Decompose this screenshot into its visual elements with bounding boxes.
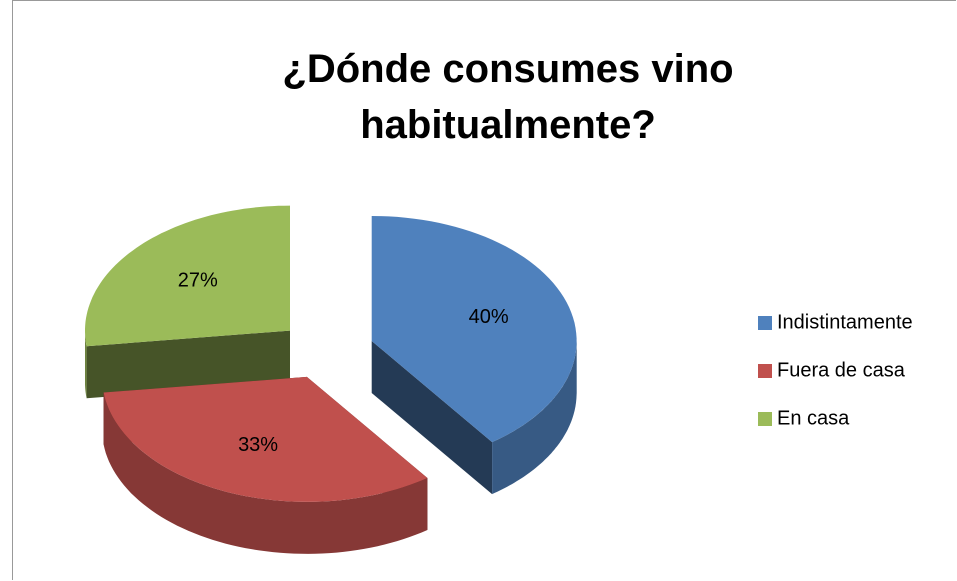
legend-label: En casa	[777, 407, 850, 429]
slice-top	[85, 205, 290, 347]
slice-outer-side	[85, 330, 87, 399]
pie-slice	[85, 205, 290, 399]
pie-slice	[103, 376, 428, 554]
legend-swatch	[758, 412, 772, 426]
legend-swatch	[758, 364, 772, 378]
slice-top	[103, 376, 428, 502]
chart: 27% 40% 33% Indistintamente Fuera de casa En …	[85, 205, 913, 554]
legend-swatch	[758, 316, 772, 330]
legend-label: Indistintamente	[777, 311, 913, 333]
slice-top	[371, 216, 577, 443]
slice-radial-side	[371, 341, 493, 495]
slice-outer-side	[492, 341, 577, 495]
legend-label: Fuera de casa	[777, 359, 906, 381]
data-label: 40%	[469, 306, 509, 328]
data-label: 33%	[238, 434, 278, 456]
slice-outer-side	[103, 392, 428, 554]
data-label: 27%	[178, 269, 218, 291]
chart-frame: ¿Dónde consumes vino habitualmente? 27% 4…	[12, 0, 956, 580]
chart-title: ¿Dónde consumes vino habitualmente?	[282, 47, 734, 147]
slice-radial-side	[86, 330, 290, 399]
pie-slice	[371, 216, 577, 495]
